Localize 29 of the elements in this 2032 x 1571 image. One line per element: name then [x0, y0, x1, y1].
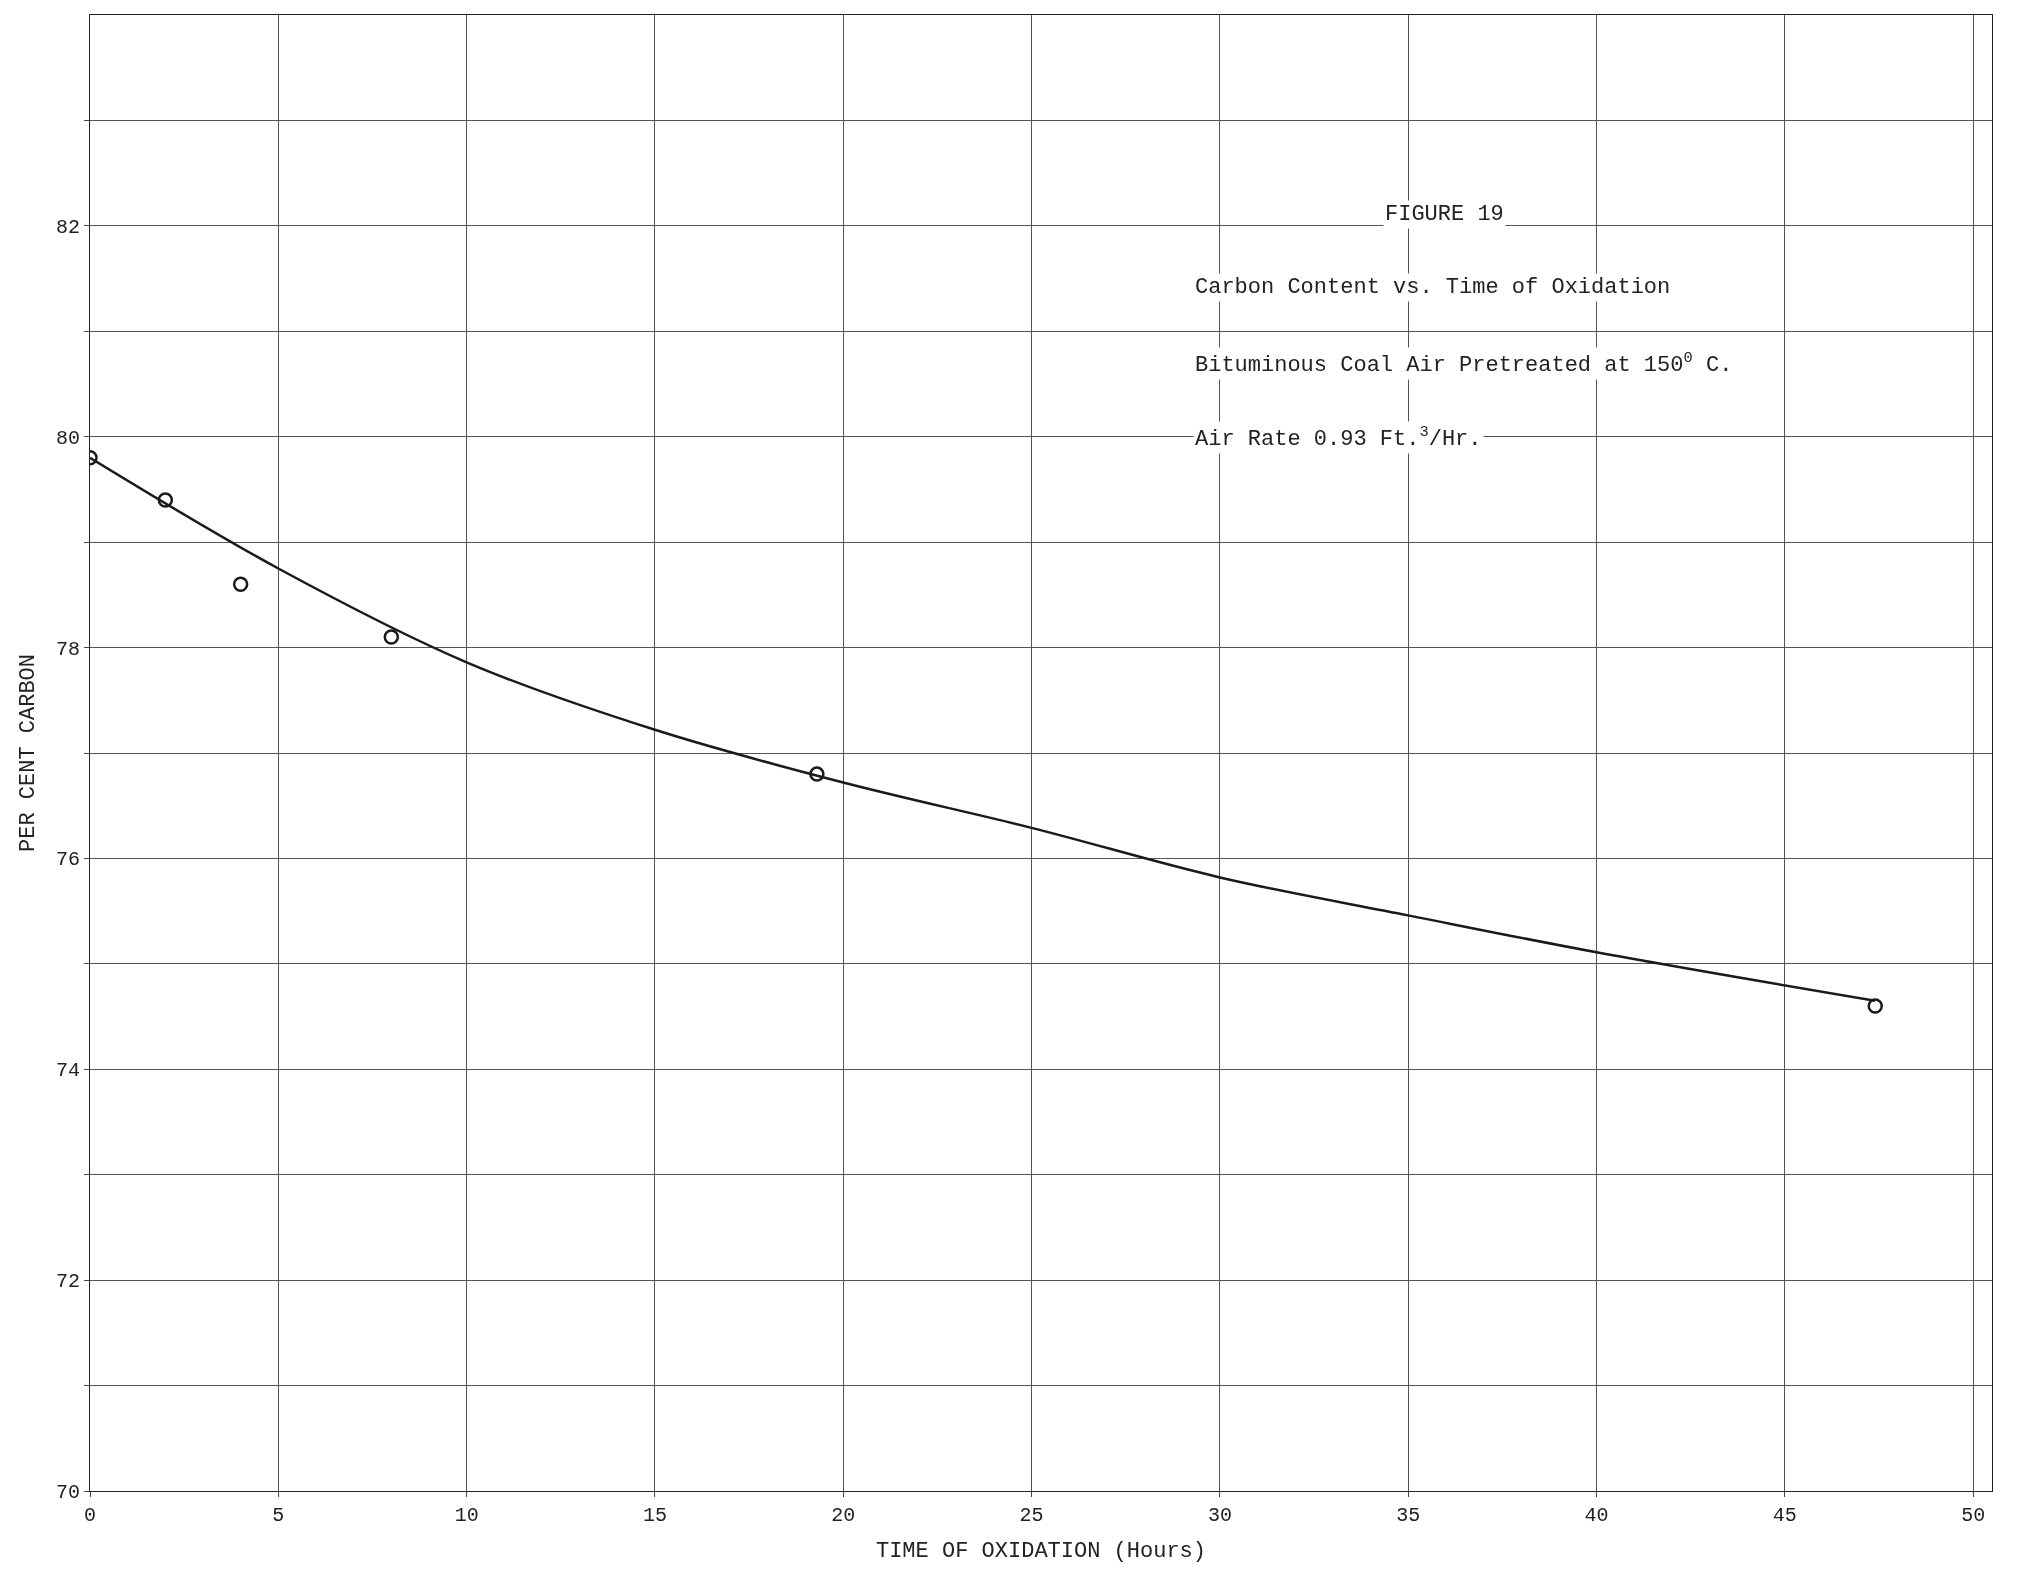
annotation: FIGURE 19 [1385, 202, 1504, 227]
y-tick-label: 70 [55, 1481, 80, 1504]
x-tick-label: 15 [642, 1504, 667, 1527]
point [809, 766, 825, 782]
point [1867, 998, 1883, 1014]
x-tick-label: 30 [1207, 1504, 1232, 1527]
y-tick-label: 78 [55, 637, 80, 661]
annotation: Bituminous Coal Air Pretreated at 150$^{0}$ C. [1195, 349, 1733, 379]
x-axis-title: TIME OF OXIDATION (Hours) [875, 1538, 1207, 1564]
y-tick-label: 80 [55, 426, 80, 450]
point [232, 576, 249, 593]
point [383, 629, 400, 645]
x-tick-label: 40 [1584, 1504, 1609, 1527]
x-tick-label: 25 [1019, 1504, 1044, 1527]
x-tick-label: 50 [1961, 1504, 1986, 1527]
x-tick-label: 0 [83, 1504, 97, 1527]
annotation: Carbon Content vs. Time of Oxidation [1195, 275, 1671, 300]
x-tick-label: 35 [1396, 1504, 1421, 1527]
y-axis-title: PER CENT CARBON [15, 653, 41, 853]
x-tick-label: 20 [831, 1504, 856, 1527]
y-tick-label: 82 [55, 215, 80, 239]
x-tick-label: 10 [454, 1504, 479, 1527]
point [157, 492, 174, 508]
y-tick-label: 74 [55, 1059, 80, 1083]
y-tick-label: 76 [55, 848, 80, 872]
x-tick-label: 5 [272, 1504, 285, 1527]
y-tick-label: 72 [55, 1270, 80, 1294]
annotation: Air Rate 0.93 Ft.$^{3}$/Hr. [1195, 423, 1482, 453]
x-tick-label: 45 [1772, 1504, 1797, 1527]
